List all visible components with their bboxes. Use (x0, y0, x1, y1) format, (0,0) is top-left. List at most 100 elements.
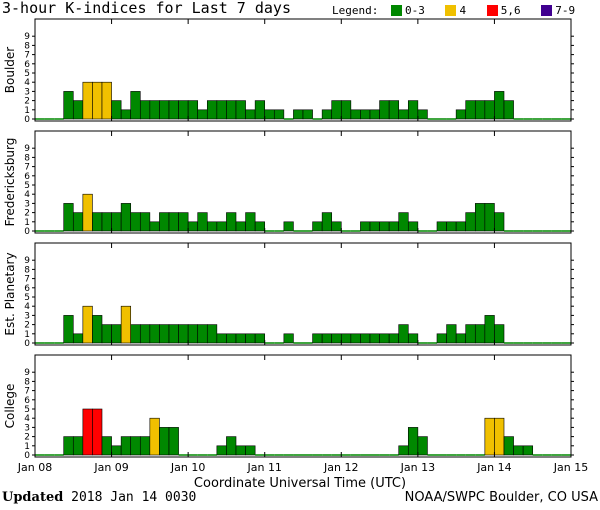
bar-est-planetary (484, 315, 495, 344)
bar-college (417, 436, 428, 456)
bar-fredericksburg (101, 212, 112, 232)
bar-boulder (264, 109, 275, 120)
bar-fredericksburg (283, 221, 294, 232)
bar-fredericksburg (187, 221, 199, 232)
bar-fredericksburg (168, 212, 179, 232)
bar-est-planetary (331, 333, 342, 344)
bar-college (149, 417, 160, 456)
bar-boulder (92, 81, 103, 120)
bar-boulder (82, 81, 93, 120)
bar-fredericksburg (388, 221, 400, 232)
bar-boulder (206, 100, 218, 120)
bar-college (139, 436, 151, 456)
bar-fredericksburg (235, 221, 246, 232)
chart-title: 3-hour K-indices for Last 7 days (2, 0, 291, 17)
bar-boulder (245, 109, 256, 120)
bar-boulder (139, 100, 151, 120)
y-tick-label-boulder: 9 (24, 32, 30, 42)
bar-fredericksburg (206, 221, 218, 232)
bar-est-planetary (235, 333, 246, 344)
bar-college (111, 445, 122, 456)
bar-fredericksburg (149, 221, 160, 232)
bar-boulder (197, 109, 208, 120)
y-tick-label-boulder: 8 (24, 41, 30, 51)
bar-boulder (331, 100, 342, 120)
bar-fredericksburg (321, 212, 333, 232)
y-tick-label-college: 2 (24, 433, 30, 443)
y-tick-label-boulder: 3 (24, 87, 30, 97)
y-tick-label-fredericksburg: 8 (24, 153, 30, 163)
y-tick-label-fredericksburg: 9 (24, 144, 30, 154)
bar-boulder (149, 100, 160, 120)
bar-est-planetary (446, 324, 457, 344)
bar-college (494, 417, 505, 456)
bar-est-planetary (159, 324, 170, 344)
bar-fredericksburg (111, 212, 122, 232)
bar-est-planetary (101, 324, 112, 344)
bar-est-planetary (436, 333, 447, 344)
bar-college (216, 445, 227, 456)
y-tick-label-fredericksburg: 4 (24, 190, 30, 200)
bar-fredericksburg (465, 212, 476, 232)
bar-fredericksburg (446, 221, 457, 232)
panel-label-college: College (3, 384, 17, 429)
chart-header: 3-hour K-indices for Last 7 days Legend:… (0, 0, 600, 20)
x-tick-label: Jan 13 (400, 461, 435, 474)
y-tick-label-fredericksburg: 5 (24, 181, 30, 191)
bar-fredericksburg (72, 212, 84, 232)
bar-boulder (273, 109, 285, 120)
x-tick-label: Jan 14 (476, 461, 511, 474)
bar-college (245, 445, 256, 456)
x-tick-label: Jan 09 (93, 461, 128, 474)
legend-label-5-6: 5,6 (500, 3, 521, 17)
bar-fredericksburg (245, 212, 256, 232)
bar-boulder (159, 100, 170, 120)
bar-est-planetary (187, 324, 199, 344)
y-tick-label-est-planetary: 7 (24, 275, 30, 285)
legend-swatch-7-9 (541, 4, 553, 16)
bar-boulder (360, 109, 371, 120)
bar-boulder (235, 100, 246, 120)
y-tick-label-est-planetary: 0 (24, 339, 30, 349)
legend-swatch-0-3 (390, 4, 402, 16)
bar-boulder (178, 100, 189, 120)
x-tick-label: Jan 12 (323, 461, 358, 474)
y-tick-label-est-planetary: 2 (24, 321, 30, 331)
bar-college (92, 408, 103, 456)
y-tick-label-boulder: 6 (24, 60, 30, 70)
bar-est-planetary (455, 333, 467, 344)
bar-est-planetary (82, 305, 93, 344)
y-tick-label-est-planetary: 9 (24, 256, 30, 266)
bar-est-planetary (216, 333, 227, 344)
y-tick-label-fredericksburg: 6 (24, 172, 30, 182)
bar-boulder (340, 100, 352, 120)
bar-est-planetary (254, 333, 266, 344)
y-tick-label-boulder: 1 (24, 106, 30, 116)
y-tick-label-college: 8 (24, 377, 30, 387)
y-tick-label-fredericksburg: 2 (24, 209, 30, 219)
bar-college (130, 436, 141, 456)
bar-college (398, 445, 409, 456)
bar-fredericksburg (331, 221, 342, 232)
bar-boulder (503, 100, 514, 120)
bar-college (72, 436, 84, 456)
panel-label-boulder: Boulder (3, 47, 17, 94)
x-tick-label: Jan 08 (17, 461, 52, 474)
bar-fredericksburg (407, 221, 419, 232)
bar-boulder (321, 109, 333, 120)
x-tick-label: Jan 15 (553, 461, 588, 474)
bar-est-planetary (474, 324, 486, 344)
bar-fredericksburg (436, 221, 447, 232)
bar-boulder (379, 100, 390, 120)
bar-boulder (465, 100, 476, 120)
bar-boulder (398, 109, 409, 120)
bar-college (159, 427, 170, 456)
panel-frame-boulder (34, 18, 572, 122)
y-tick-label-est-planetary: 3 (24, 311, 30, 321)
panel-label-est-planetary: Est. Planetary (3, 252, 17, 335)
bar-fredericksburg (197, 212, 208, 232)
bar-fredericksburg (82, 193, 93, 232)
y-tick-label-fredericksburg: 1 (24, 218, 30, 228)
bar-boulder (101, 81, 112, 120)
bar-boulder (130, 91, 141, 120)
